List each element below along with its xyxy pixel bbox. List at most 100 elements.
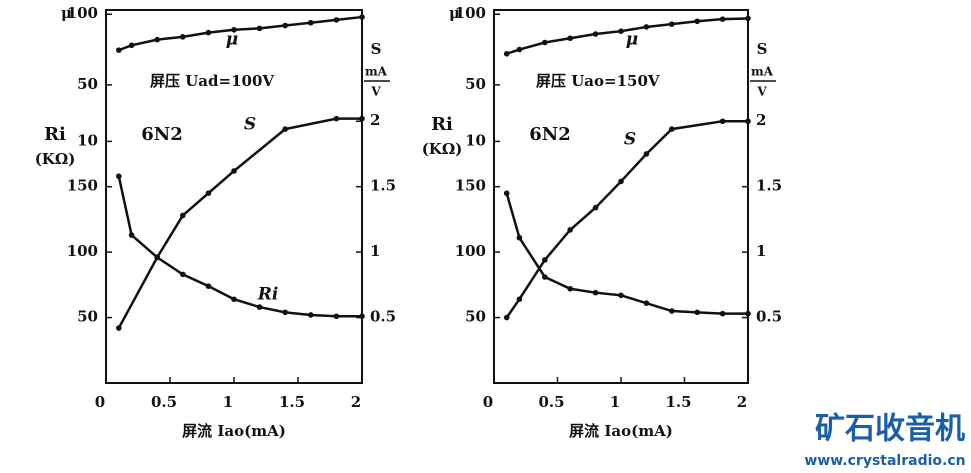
- data-point: [592, 204, 599, 211]
- data-point: [745, 310, 751, 317]
- y-tick-label: 100: [455, 242, 486, 260]
- data-point: [567, 285, 573, 292]
- y-tick-label: 10: [77, 131, 98, 149]
- y-unit: (KΩ): [422, 140, 463, 158]
- curve-label: μ: [626, 30, 638, 50]
- data-point: [205, 190, 212, 197]
- curve: [505, 119, 748, 319]
- data-point: [745, 118, 751, 125]
- data-point: [643, 300, 650, 306]
- data-point: [669, 126, 675, 132]
- watermark-brand: 矿石收音机: [815, 412, 965, 447]
- data-point: [694, 309, 700, 316]
- y2-label: S: [371, 40, 382, 58]
- data-point: [694, 18, 700, 25]
- x-tick-label: 0.5: [151, 393, 177, 411]
- x-tick-label: 1: [223, 393, 233, 411]
- data-point: [643, 151, 650, 157]
- watermark-url: www.crystalradio.cn: [804, 453, 965, 469]
- data-point: [116, 47, 122, 53]
- data-point: [516, 234, 523, 241]
- data-point: [308, 312, 314, 318]
- data-point: [282, 22, 289, 29]
- x-tick-label: 0: [483, 393, 493, 411]
- data-point: [567, 227, 573, 233]
- data-point: [359, 313, 365, 320]
- data-point: [359, 14, 365, 20]
- data-point: [231, 26, 237, 33]
- annotation: 屏压 Uao=150V: [536, 72, 660, 90]
- annotation: 屏压 Uad=100V: [150, 72, 274, 90]
- data-point: [719, 310, 726, 317]
- data-point: [256, 25, 263, 32]
- curve-label: μ: [226, 30, 238, 50]
- data-point: [205, 29, 212, 36]
- y-tick-label: 50: [465, 308, 486, 326]
- x-tick-label: 1.5: [279, 393, 305, 411]
- y-tick-label: 100: [67, 4, 98, 22]
- x-tick-label: 0.5: [538, 393, 564, 411]
- curve-label: S: [244, 115, 256, 135]
- data-point: [282, 309, 289, 316]
- curve: [118, 15, 363, 52]
- x-tick-label: 2: [351, 393, 361, 411]
- y-tick-label: 100: [455, 4, 486, 22]
- curve: [117, 117, 362, 329]
- y2-unit-den: V: [370, 85, 381, 99]
- data-point: [542, 274, 548, 280]
- data-point: [503, 190, 510, 197]
- data-point: [154, 254, 160, 261]
- data-point: [592, 31, 599, 37]
- x-label: 屏流 Iao(mA): [569, 422, 673, 440]
- x-tick-label: 0: [95, 393, 105, 411]
- y-tick-label: 50: [77, 75, 98, 93]
- y-tick-label: 150: [67, 177, 98, 195]
- y2-unit-den: V: [756, 85, 767, 99]
- y-tick-label: 100: [67, 242, 98, 260]
- y-tick-label: 50: [77, 308, 98, 326]
- y2-tick-label: 1: [370, 242, 380, 260]
- data-point: [719, 16, 726, 22]
- data-point: [503, 50, 510, 57]
- data-point: [231, 296, 237, 303]
- curve-label: Ri: [257, 285, 279, 305]
- data-point: [745, 15, 751, 22]
- data-point: [516, 296, 523, 303]
- data-point: [128, 42, 135, 49]
- data-point: [256, 304, 263, 310]
- data-point: [669, 308, 675, 314]
- data-point: [592, 289, 599, 296]
- data-point: [567, 35, 573, 42]
- curve: [505, 192, 748, 315]
- y2-label: S: [757, 40, 768, 58]
- y2-tick-label: 2: [756, 111, 766, 129]
- plot-frame: [493, 9, 749, 384]
- data-point: [719, 118, 726, 125]
- data-point: [333, 313, 340, 320]
- y-label: Ri: [44, 124, 66, 145]
- chart-title: 6N2: [529, 124, 571, 145]
- y-tick-label: 150: [455, 177, 486, 195]
- y2-tick-label: 0.5: [756, 308, 782, 326]
- chart-title: 6N2: [141, 124, 183, 145]
- y2-unit-num: mA: [365, 65, 388, 79]
- data-point: [669, 21, 675, 27]
- plot-frame: [105, 9, 363, 384]
- data-point: [542, 257, 548, 263]
- y2-tick-label: 2: [370, 111, 380, 129]
- curve-label: S: [624, 130, 636, 150]
- data-point: [128, 232, 135, 238]
- y3-label: μ: [449, 4, 460, 22]
- y2-tick-label: 1: [756, 242, 766, 260]
- y-unit: (KΩ): [35, 150, 76, 168]
- data-point: [618, 292, 624, 299]
- data-point: [116, 173, 122, 180]
- y2-tick-label: 0.5: [370, 308, 396, 326]
- y3-label: μ: [61, 4, 72, 22]
- y-tick-label: 10: [465, 131, 486, 149]
- y-label: Ri: [431, 114, 453, 135]
- data-point: [618, 178, 624, 185]
- data-point: [180, 34, 186, 40]
- data-point: [503, 314, 510, 321]
